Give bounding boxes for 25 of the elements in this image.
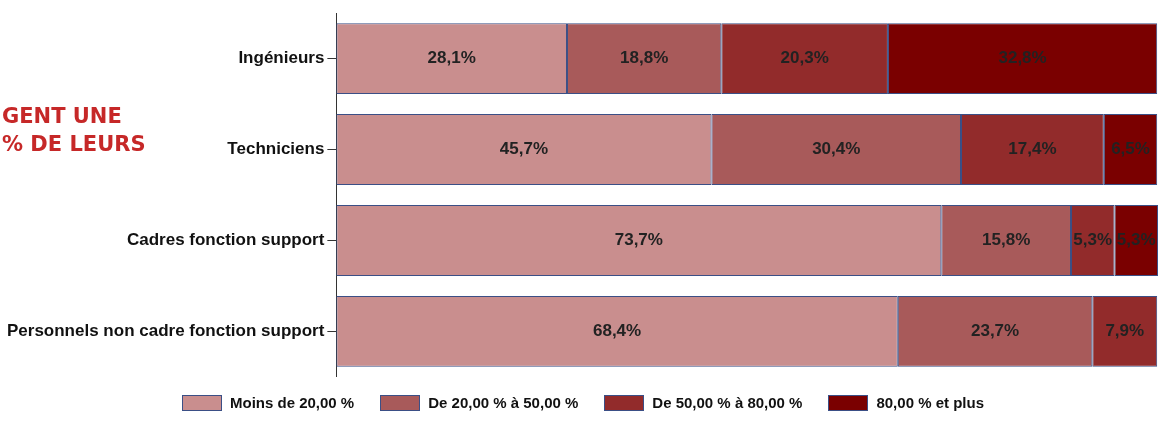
data-label: 45,7% (499, 139, 549, 159)
text: GENT UNE (2, 104, 122, 129)
data-label: 28,1% (427, 48, 476, 68)
legend-label: 80,00 % et plus (876, 394, 984, 411)
data-label: 18,8% (620, 48, 669, 68)
data-label: 15,8% (982, 230, 1031, 250)
data-label: 23,7% (970, 321, 1020, 341)
data-label: 20,3% (780, 48, 829, 68)
data-label: 30,4% (812, 139, 861, 159)
y-tick-label: Techniciens (227, 139, 325, 159)
data-label: 5,3% (1116, 230, 1156, 250)
y-tick-label: Ingénieurs (238, 48, 325, 68)
data-label: 6,5% (1111, 139, 1150, 159)
series-label: Moins de 20,00 % (230, 394, 355, 411)
data-label: 73,7% (614, 230, 663, 250)
legend-label: De 20,00 % à 50,00 % (428, 394, 579, 411)
text: % DE LEURS (2, 132, 146, 157)
legend-label: De 50,00 % à 80,00 % (652, 394, 803, 411)
data-label: 17,4% (1008, 139, 1057, 159)
data-label: 5,3% (1073, 230, 1113, 250)
data-label: 32,8% (998, 48, 1047, 68)
data-label: 68,4% (592, 321, 642, 341)
data-label: 7,9% (1105, 321, 1145, 341)
y-tick-label: Cadres fonction support (126, 230, 325, 250)
y-tick-label: Personnels non cadre fonction support (6, 321, 325, 341)
